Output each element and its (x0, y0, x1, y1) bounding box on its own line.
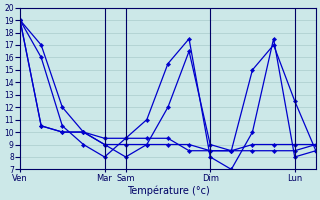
X-axis label: Température (°c): Température (°c) (127, 185, 209, 196)
